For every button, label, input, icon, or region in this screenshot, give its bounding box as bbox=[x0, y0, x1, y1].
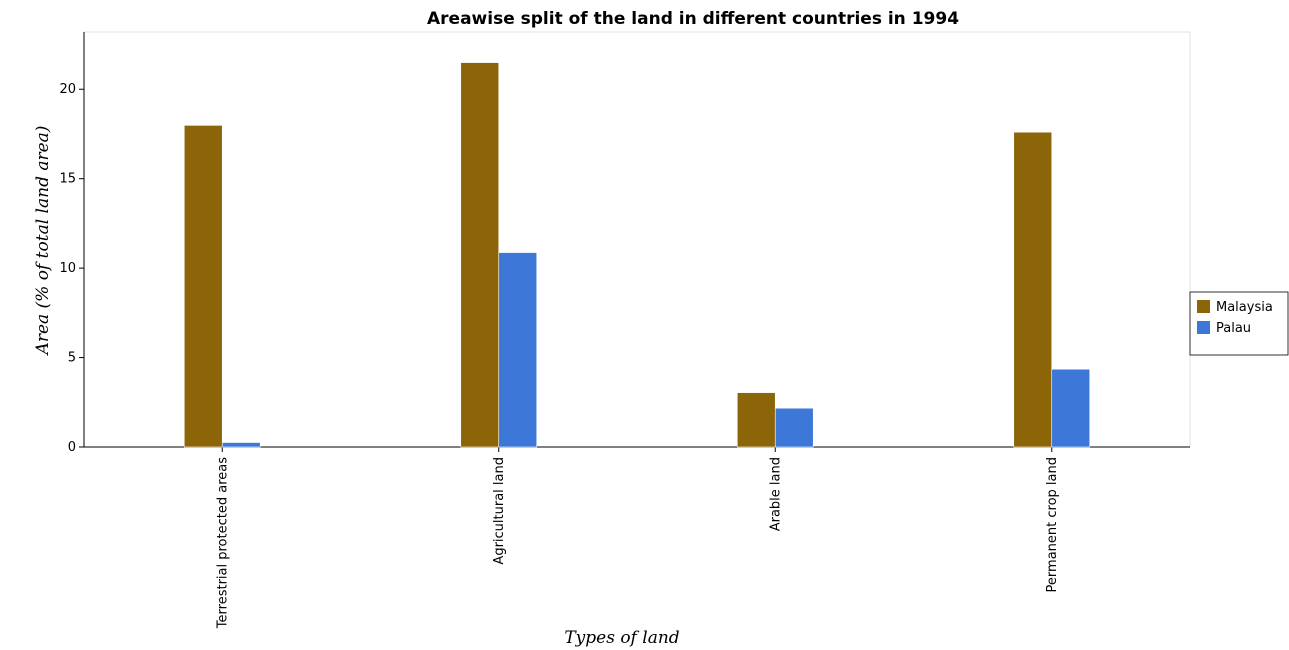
y-tick-label: 15 bbox=[59, 172, 76, 187]
chart-title: Areawise split of the land in different … bbox=[427, 9, 959, 29]
legend-swatch-malaysia bbox=[1197, 300, 1210, 313]
bar-palau-2 bbox=[774, 407, 814, 448]
x-axis-label: Types of land bbox=[564, 628, 679, 648]
bar-malaysia-2 bbox=[736, 392, 776, 448]
x-tick-label: Terrestrial protected areas bbox=[215, 457, 230, 629]
bar-malaysia-3 bbox=[1013, 131, 1053, 448]
bar-malaysia-0 bbox=[183, 125, 223, 448]
y-tick-label: 5 bbox=[68, 351, 76, 366]
y-tick-label: 10 bbox=[59, 261, 76, 276]
legend-label-palau: Palau bbox=[1216, 321, 1251, 336]
y-axis-label: Area (% of total land area) bbox=[33, 126, 53, 357]
bar-palau-0 bbox=[221, 442, 261, 448]
legend-label-malaysia: Malaysia bbox=[1216, 300, 1273, 315]
x-tick-label: Agricultural land bbox=[492, 457, 507, 565]
bars bbox=[183, 62, 1091, 448]
y-tick-label: 0 bbox=[68, 440, 76, 455]
legend: Malaysia Palau bbox=[1189, 291, 1289, 356]
x-axis: Terrestrial protected areas Agricultural … bbox=[84, 446, 1190, 629]
x-tick-label: Permanent crop land bbox=[1045, 457, 1060, 592]
bar-palau-1 bbox=[498, 252, 538, 448]
bar-malaysia-1 bbox=[460, 62, 500, 448]
legend-swatch-palau bbox=[1197, 321, 1210, 334]
bar-palau-3 bbox=[1051, 368, 1091, 448]
y-tick-label: 20 bbox=[59, 82, 76, 97]
x-tick-label: Arable land bbox=[768, 457, 783, 531]
y-axis: 0 5 10 15 20 bbox=[59, 32, 85, 455]
